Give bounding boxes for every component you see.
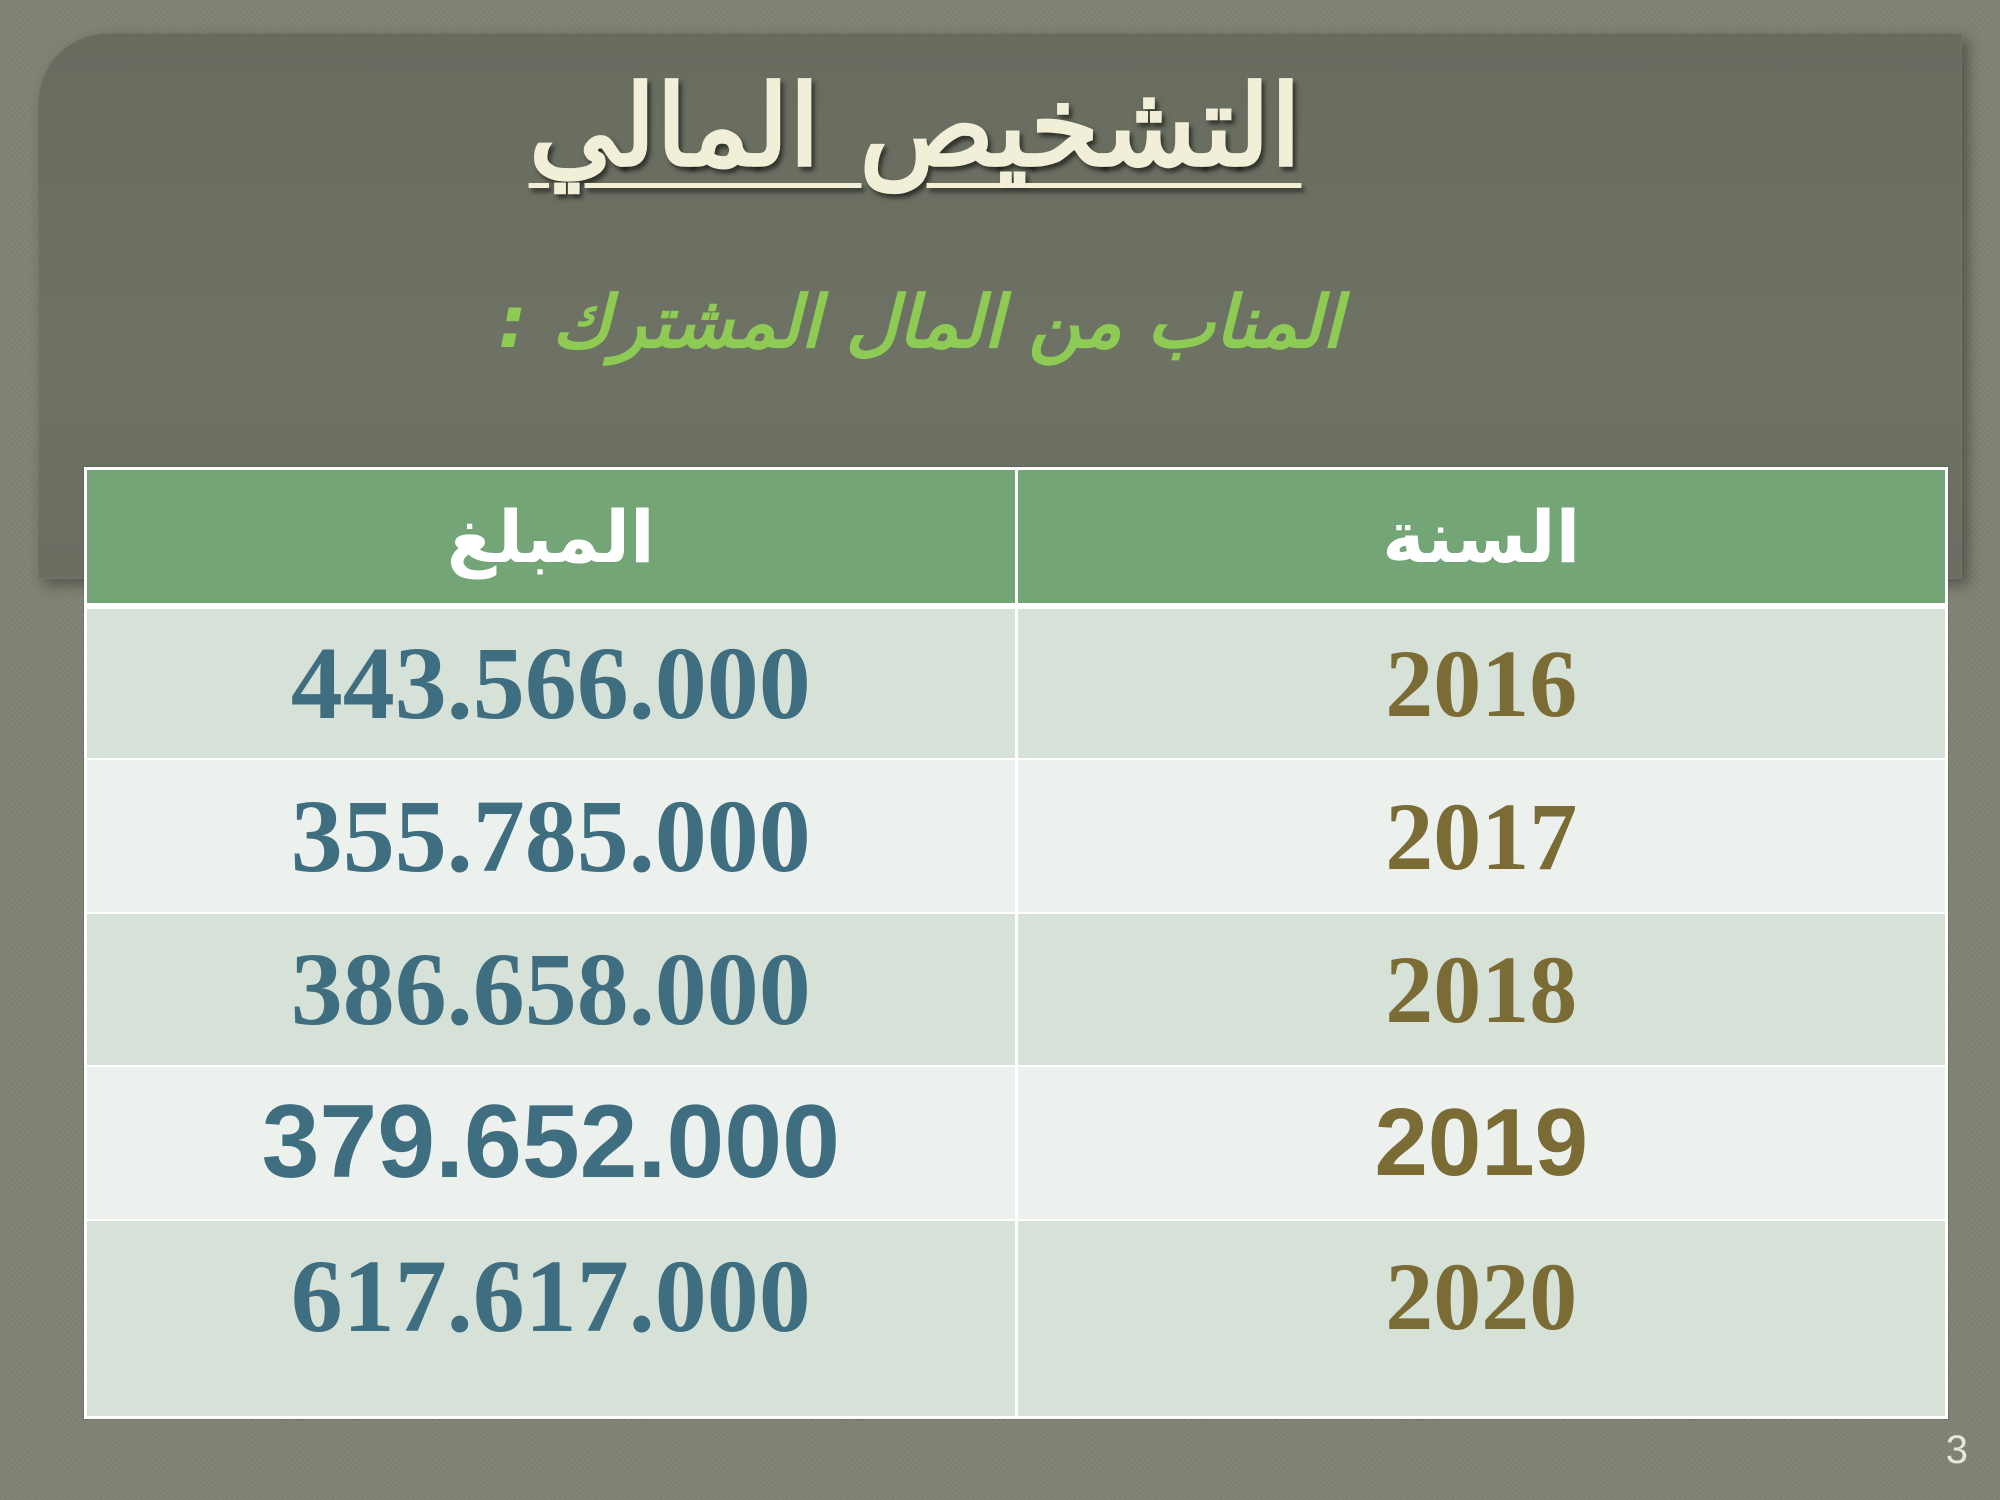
amount-value: 379.652.000 [261, 1084, 840, 1201]
table-row: 443.566.000 2016 [87, 606, 1945, 760]
table-header-row: المبلغ السنة [87, 470, 1945, 606]
amount-value: 355.785.000 [290, 778, 811, 894]
header-year: السنة [1014, 470, 1945, 606]
amount-cell: 617.617.000 [87, 1220, 1016, 1417]
year-value: 2018 [1385, 935, 1578, 1043]
year-value: 2019 [1374, 1088, 1589, 1196]
amount-cell: 379.652.000 [87, 1066, 1016, 1219]
year-cell: 2019 [1014, 1066, 1945, 1220]
amount-cell: 443.566.000 [87, 606, 1016, 759]
financial-table: المبلغ السنة 443.566.000 2016 355.785.00… [87, 470, 1945, 1416]
year-cell: 2017 [1014, 759, 1945, 913]
table-row: 386.658.000 2018 [87, 912, 1945, 1067]
financial-table-container: المبلغ السنة 443.566.000 2016 355.785.00… [84, 467, 1948, 1419]
year-cell: 2016 [1014, 606, 1945, 760]
slide-subtitle: المناب من المال المشترك : [498, 280, 1342, 364]
year-value: 2016 [1385, 630, 1578, 738]
year-value: 2017 [1385, 782, 1578, 890]
table-row: 379.652.000 2019 [87, 1066, 1945, 1220]
table-row: 617.617.000 2020 [87, 1219, 1945, 1417]
page-number: 3 [1945, 1428, 1968, 1472]
amount-cell: 355.785.000 [87, 759, 1016, 912]
amount-cell: 386.658.000 [87, 913, 1016, 1066]
amount-value: 617.617.000 [290, 1238, 811, 1354]
year-cell: 2020 [1014, 1219, 1945, 1416]
amount-value: 386.658.000 [290, 931, 811, 1047]
year-value: 2020 [1385, 1242, 1578, 1350]
year-cell: 2018 [1014, 912, 1945, 1067]
table-row: 355.785.000 2017 [87, 759, 1945, 913]
slide-title: التشخيص المالي [528, 61, 1302, 192]
amount-value: 443.566.000 [290, 626, 811, 742]
header-amount: المبلغ [446, 494, 655, 579]
